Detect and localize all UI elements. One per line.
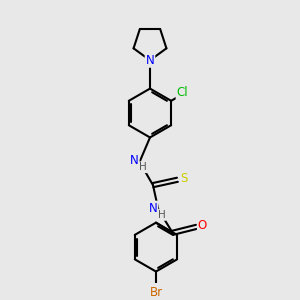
- Text: S: S: [180, 172, 188, 185]
- Text: Cl: Cl: [177, 86, 188, 99]
- Text: H: H: [139, 162, 147, 172]
- Text: H: H: [158, 210, 166, 220]
- Text: N: N: [130, 154, 139, 167]
- Text: O: O: [198, 219, 207, 232]
- Text: N: N: [146, 54, 154, 67]
- Text: N: N: [148, 202, 158, 214]
- Text: Br: Br: [149, 286, 163, 299]
